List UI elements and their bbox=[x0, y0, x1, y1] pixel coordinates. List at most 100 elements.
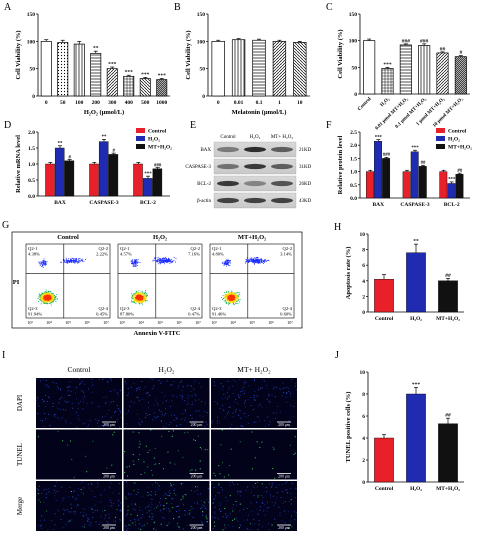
panel-j-panel-label-top: J bbox=[335, 350, 339, 361]
panel-i-nucleus-dot bbox=[182, 385, 184, 387]
panel-g-event-dot bbox=[141, 301, 143, 303]
panel-i-nucleus-dot bbox=[282, 491, 284, 493]
panel-i-nucleus-dot bbox=[54, 513, 56, 515]
panel-g-event-dot bbox=[258, 262, 260, 264]
panel-i-tunel-dot bbox=[38, 485, 40, 487]
panel-i-nucleus-dot bbox=[54, 414, 56, 415]
panel-i-nucleus-dot bbox=[37, 413, 39, 415]
panel-a-xtick-label: 1000 bbox=[156, 100, 167, 106]
panel-i-nucleus-dot bbox=[284, 482, 286, 484]
panel-i-nucleus-dot bbox=[110, 390, 112, 392]
panel-d-bar bbox=[54, 147, 65, 197]
panel-i-nucleus-dot bbox=[228, 395, 230, 397]
panel-g-event-dot bbox=[229, 301, 231, 303]
panel-i-tunel-dot bbox=[195, 469, 197, 471]
panel-i-nucleus-dot bbox=[62, 497, 64, 499]
panel-i-nucleus-dot bbox=[176, 525, 178, 527]
panel-i-nucleus-dot bbox=[212, 528, 214, 530]
panel-i-nucleus-dot bbox=[192, 401, 194, 403]
panel-i-tunel-dot bbox=[138, 432, 140, 434]
panel-i-nucleus-dot bbox=[126, 383, 127, 385]
panel-g-event-dot bbox=[253, 259, 255, 261]
panel-i-nucleus-dot bbox=[55, 492, 57, 494]
panel-c-bar bbox=[381, 68, 394, 95]
panel-i-nucleus-dot bbox=[214, 385, 216, 387]
panel-i-nucleus-dot bbox=[81, 481, 83, 482]
panel-g-event-dot bbox=[134, 293, 136, 295]
panel-g-event-dot bbox=[163, 261, 165, 262]
panel-i-nucleus-dot bbox=[256, 395, 258, 397]
panel-g-event-dot bbox=[257, 260, 259, 262]
panel-i-nucleus-dot bbox=[286, 401, 288, 403]
panel-g-event-dot bbox=[134, 259, 136, 261]
panel-i-nucleus-dot bbox=[120, 520, 122, 522]
panel-g-event-dot bbox=[256, 261, 258, 263]
panel-i-nucleus-dot bbox=[287, 387, 289, 389]
panel-i-tunel-dot bbox=[234, 518, 236, 520]
panel-i-nucleus-dot bbox=[229, 426, 231, 428]
panel-i-nucleus-dot bbox=[137, 519, 139, 521]
panel-g-event-dot bbox=[252, 260, 254, 261]
panel-i-nucleus-dot bbox=[164, 395, 166, 397]
panel-i-nucleus-dot bbox=[172, 395, 174, 397]
panel-i-nucleus-dot bbox=[294, 510, 295, 512]
panel-h-bar bbox=[374, 279, 394, 313]
panel-g-event-dot bbox=[39, 295, 41, 297]
panel-g-event-dot bbox=[137, 262, 139, 264]
panel-g-event-dot bbox=[235, 299, 237, 301]
panel-i-nucleus-dot bbox=[192, 508, 194, 510]
panel-i-tunel-dot bbox=[143, 461, 145, 463]
panel-g-event-dot bbox=[228, 295, 230, 296]
panel-i-scale-label: 200 μm bbox=[103, 475, 115, 479]
panel-g-event-dot bbox=[230, 298, 232, 300]
panel-i-tunel-dot bbox=[218, 483, 220, 485]
panel-g-event-dot bbox=[45, 302, 47, 304]
panel-g-event-dot bbox=[47, 299, 49, 301]
panel-d-bar bbox=[98, 141, 109, 197]
panel-g-event-dot bbox=[164, 263, 165, 265]
panel-g-event-dot bbox=[144, 296, 146, 298]
panel-a-bar bbox=[57, 42, 69, 97]
panel-i-nucleus-dot bbox=[60, 409, 62, 410]
panel-g-event-dot bbox=[141, 296, 143, 297]
panel-h-ytick-label: 10 bbox=[360, 232, 366, 238]
panel-g-event-dot bbox=[135, 296, 137, 298]
panel-g-event-dot bbox=[156, 261, 158, 263]
panel-g-event-dot bbox=[50, 301, 52, 303]
panel-g-event-dot bbox=[60, 261, 62, 263]
panel-g-event-dot bbox=[51, 300, 53, 301]
panel-i-nucleus-dot bbox=[79, 400, 81, 402]
panel-g-event-dot bbox=[130, 261, 132, 262]
panel-i-nucleus-dot bbox=[295, 497, 297, 498]
panel-d-ytick-label: 2.0 bbox=[28, 130, 35, 136]
panel-i-nucleus-dot bbox=[160, 411, 162, 413]
panel-i-nucleus-dot bbox=[82, 398, 84, 400]
panel-i-nucleus-dot bbox=[56, 491, 58, 492]
panel-i-nucleus-dot bbox=[255, 421, 257, 423]
panel-g-event-dot bbox=[174, 261, 176, 263]
panel-i-tunel-dot bbox=[200, 527, 202, 529]
panel-g-event-dot bbox=[228, 300, 230, 302]
panel-i-nucleus-dot bbox=[288, 420, 290, 422]
panel-i-nucleus-dot bbox=[211, 483, 213, 485]
panel-i-tunel-dot bbox=[37, 436, 39, 438]
panel-g-event-dot bbox=[222, 295, 224, 297]
panel-g-event-dot bbox=[163, 257, 165, 259]
panel-i-nucleus-dot bbox=[194, 380, 196, 382]
panel-g-event-dot bbox=[76, 259, 78, 261]
panel-d-bar bbox=[142, 178, 153, 197]
panel-i-tunel-dot bbox=[189, 509, 191, 511]
panel-i-nucleus-dot bbox=[100, 494, 102, 496]
panel-g-event-dot bbox=[245, 261, 247, 263]
panel-i-nucleus-dot bbox=[151, 517, 153, 519]
panel-i-nucleus-dot bbox=[274, 518, 275, 520]
panel-g-event-dot bbox=[160, 262, 162, 264]
panel-i-nucleus-dot bbox=[106, 413, 108, 415]
panel-g-event-dot bbox=[142, 303, 143, 305]
panel-i-column-header: Control bbox=[68, 365, 91, 374]
panel-g-event-dot bbox=[255, 262, 257, 264]
panel-g-event-dot bbox=[38, 294, 40, 296]
panel-g-event-dot bbox=[224, 292, 225, 294]
panel-g-event-dot bbox=[46, 300, 48, 302]
panel-g-event-dot bbox=[145, 300, 146, 302]
